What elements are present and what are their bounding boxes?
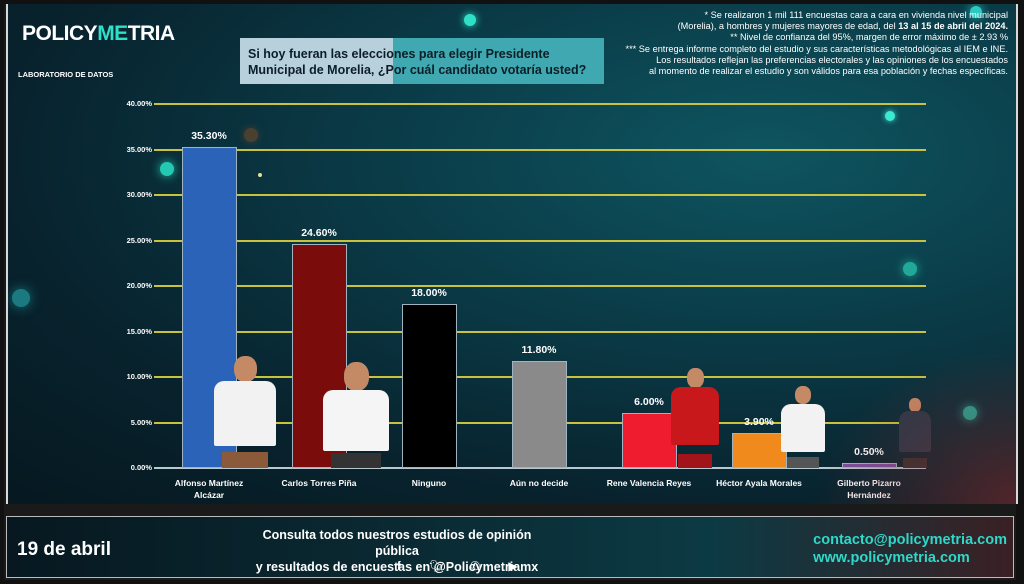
y-tick-label: 10.00%: [126, 372, 152, 381]
gridline: [154, 148, 926, 151]
candidate-photo: [774, 386, 832, 468]
facebook-icon[interactable]: 𝐟: [396, 559, 402, 573]
note-dates: 13 al 15 de abril del 2024.: [898, 21, 1008, 32]
decor-dot: [244, 128, 258, 142]
note-line: Los resultados reflejan las preferencias…: [656, 54, 1008, 65]
gridline: [154, 239, 926, 242]
bar-chart: 0.00% 5.00% 10.00% 15.00% 20.00% 25.00% 30.00%…: [8, 4, 1016, 504]
consult-line-1: Consulta todos nuestros estudios de opin…: [262, 528, 532, 558]
logo-subtitle: LABORATORIO DE DATOS: [18, 70, 114, 79]
survey-question: Si hoy fueran las elecciones para elegir…: [240, 38, 604, 84]
y-tick-label: 15.00%: [126, 326, 152, 336]
category-label-line: Héctor Ayala Morales: [716, 478, 802, 488]
y-tick-label: 30.00%: [126, 190, 152, 199]
logo-accent-text: ME: [97, 22, 128, 45]
gridline: [154, 103, 926, 105]
youtube-icon[interactable]: ▶: [508, 559, 518, 573]
note-line: ** Nivel de confianza del 95%, margen de…: [730, 32, 1008, 43]
category-label: Héctor Ayala Morales: [699, 477, 819, 489]
note-line: (Morelia), a hombres y mujeres mayores d…: [598, 21, 1008, 32]
category-label-line: Ninguno: [411, 478, 447, 488]
decor-dot: [970, 6, 982, 18]
category-label: Aún no decide: [479, 477, 599, 489]
bar-value-label: 35.30%: [191, 129, 227, 142]
y-tick-label: 0.00%: [130, 463, 152, 472]
bar-value-label: 18.00%: [411, 287, 447, 300]
decor-dot: [160, 162, 174, 176]
decor-dot: [885, 111, 895, 121]
contact-email[interactable]: contacto@policymetria.com: [813, 532, 1007, 548]
gridline: [154, 285, 926, 287]
category-label-line: Alfonso Martínez: [174, 478, 244, 488]
y-tick-label: 35.00%: [126, 144, 152, 154]
footer: 19 de abril Consulta todos nuestros estu…: [6, 516, 1014, 578]
decor-dot: [12, 289, 30, 307]
note-line: al momento de realizar el estudio y son …: [648, 66, 1008, 77]
y-tick-label: 25.00%: [126, 235, 152, 245]
category-label: Rene Valencia Reyes: [589, 477, 709, 489]
category-label: Ninguno: [369, 477, 489, 489]
bar-4: [511, 360, 567, 468]
category-label-line: Gilberto Pizarro: [837, 478, 901, 488]
candidate-photo: [664, 368, 726, 468]
decor-dot: [258, 173, 262, 177]
logo-text-tail: TRIA: [127, 22, 176, 45]
date-label: 19 de abril: [17, 539, 111, 560]
y-tick-label: 20.00%: [126, 281, 152, 290]
bar-value-label: 11.80%: [521, 343, 557, 356]
bar-value-label: 0.50%: [854, 446, 884, 459]
y-tick-label: 40.00%: [126, 99, 152, 108]
gridline: [154, 330, 926, 333]
candidate-photo: [894, 398, 936, 468]
candidate-photo: [312, 362, 400, 468]
category-label-line: Alcázar: [193, 490, 225, 500]
whatsapp-icon[interactable]: ✆: [469, 559, 481, 573]
note-line: *** Se entrega informe completo del estu…: [625, 43, 1008, 54]
consult-line-2[interactable]: y resultados de encuestas en @Policymetr…: [255, 560, 539, 574]
decor-dot: [963, 406, 977, 420]
logo-text: POLICY: [22, 22, 98, 45]
category-label-line: Hernández: [847, 490, 891, 500]
category-label-line: Aún no decide: [509, 478, 569, 488]
bar-value-label: 24.60%: [301, 227, 337, 240]
methodology-notes: * Se realizaron 1 mil 111 encuestas cara…: [598, 10, 1008, 77]
twitter-icon[interactable]: 🐦︎: [429, 559, 445, 573]
category-label: Carlos Torres Piña: [259, 477, 379, 489]
note-line: * Se realizaron 1 mil 111 encuestas cara…: [704, 10, 1008, 20]
candidate-photo: [204, 356, 286, 468]
policymetria-logo: POLICYMETRIA: [22, 22, 175, 46]
category-label: Alfonso Martínez Alcázar: [149, 477, 269, 501]
consult-text: Consulta todos nuestros estudios de opin…: [247, 527, 547, 575]
bar-3: [401, 304, 457, 468]
contact-info: contacto@policymetria.com www.policymetr…: [813, 531, 1007, 567]
decor-dot: [903, 262, 917, 276]
contact-website[interactable]: www.policymetria.com: [813, 550, 970, 566]
bar-value-label: 3.90%: [744, 415, 774, 428]
social-icons: 𝐟 🐦︎ ✆ ▶: [391, 559, 521, 573]
gridline: [154, 467, 926, 469]
bar-value-label: 6.00%: [634, 396, 664, 409]
gridline: [154, 194, 926, 196]
y-tick-label: 5.00%: [130, 417, 152, 427]
category-label: Gilberto Pizarro Hernández: [809, 477, 929, 501]
infographic-panel: POLICYMETRIA LABORATORIO DE DATOS Si hoy…: [6, 4, 1018, 504]
category-label-line: Carlos Torres Piña: [281, 478, 357, 488]
bar-7: [841, 463, 897, 468]
note-text: (Morelia), a hombres y mujeres mayores d…: [677, 21, 899, 32]
decor-dot: [464, 14, 476, 26]
category-label-line: Rene Valencia Reyes: [606, 478, 692, 488]
